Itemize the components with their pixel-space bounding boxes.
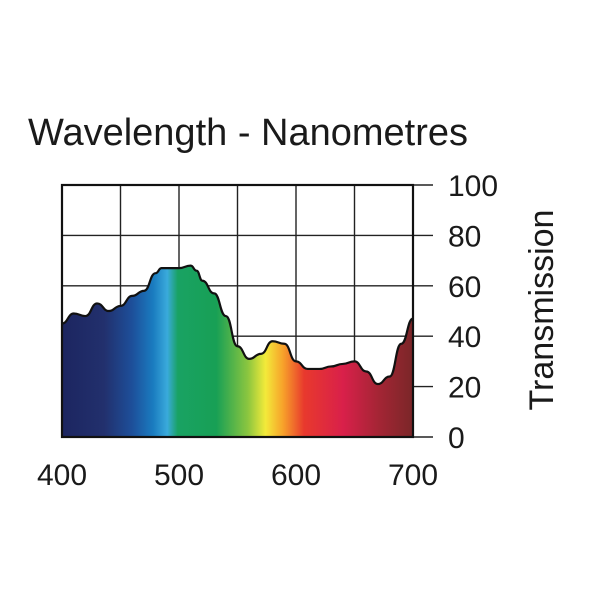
y-tick-label: 80 <box>448 220 481 253</box>
y-axis-label: Transmission <box>523 210 561 411</box>
transmission-curve <box>61 264 414 386</box>
y-tick-label: 40 <box>448 321 481 354</box>
x-tick-label: 400 <box>37 459 87 492</box>
chart-title: Wavelength - Nanometres <box>28 112 468 154</box>
y-tick-label: 60 <box>448 271 481 304</box>
x-tick-label: 700 <box>388 459 438 492</box>
transmission-area <box>62 265 413 437</box>
y-tick-label: 0 <box>448 422 465 455</box>
x-tick-label: 500 <box>154 459 204 492</box>
x-axis-ticks: 400 500 600 700 <box>37 459 438 492</box>
x-tick-label: 600 <box>271 459 321 492</box>
y-tick-label: 20 <box>448 372 481 405</box>
y-axis-ticks: 0 20 40 60 80 100 <box>448 170 498 455</box>
plot-frame <box>60 183 415 439</box>
y-tick-label: 100 <box>448 170 498 203</box>
